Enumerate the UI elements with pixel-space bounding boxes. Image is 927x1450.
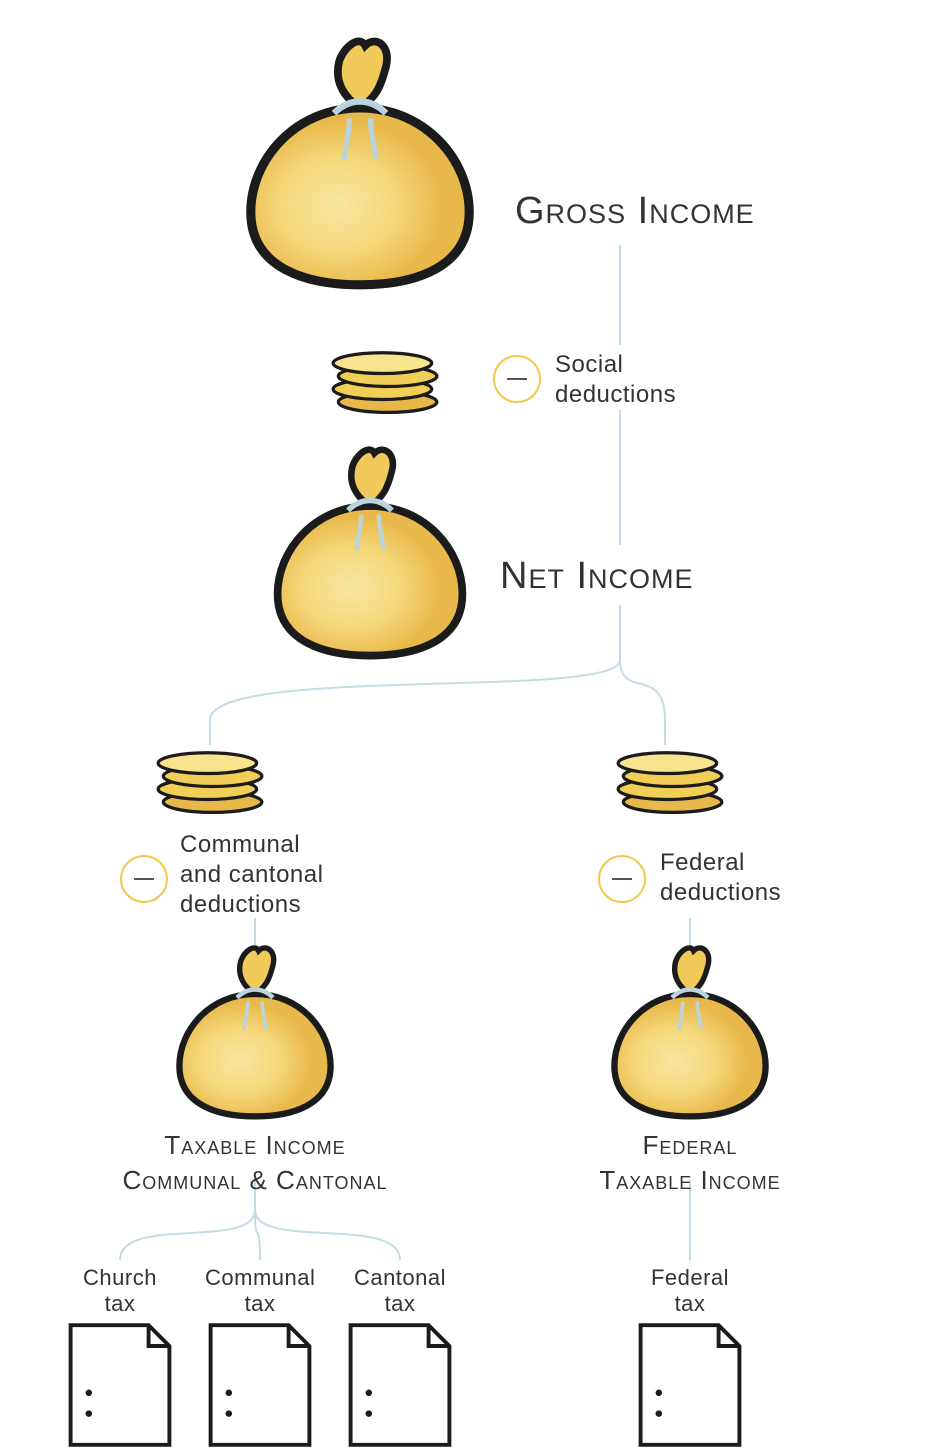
- heading-taxable-cc-line2: Communal & Cantonal: [122, 1165, 387, 1196]
- doclabel-communal-line1: Communal: [205, 1265, 315, 1290]
- heading-federal-line1: Federal: [643, 1130, 738, 1161]
- document-icon-cantonal: [345, 1320, 455, 1450]
- coin-stack-icon-federal: [605, 745, 735, 815]
- money-bag-icon-net: [260, 440, 480, 660]
- doclabel-church-line1: Church: [83, 1265, 157, 1290]
- doclabel-federal-line2: tax: [675, 1291, 706, 1316]
- label-federal-deductions: Federal deductions: [660, 848, 781, 908]
- doclabel-cantonal-line1: Cantonal: [354, 1265, 446, 1290]
- document-icon-communal: [205, 1320, 315, 1450]
- doclabel-cantonal: Cantonal tax: [345, 1265, 455, 1318]
- coin-stack-icon-social: [320, 345, 450, 415]
- heading-net-income: Net Income: [500, 555, 694, 598]
- doclabel-federal-line1: Federal: [651, 1265, 729, 1290]
- minus-icon-federal: [598, 855, 646, 903]
- label-communal-line3: deductions: [180, 891, 301, 918]
- label-social-line1: Social: [555, 351, 623, 378]
- doclabel-communal: Communal tax: [205, 1265, 315, 1318]
- doclabel-communal-line2: tax: [245, 1291, 276, 1316]
- doclabel-federal: Federal tax: [635, 1265, 745, 1318]
- label-communal-line1: Communal: [180, 831, 300, 858]
- minus-icon-communal: [120, 855, 168, 903]
- label-federal-line2: deductions: [660, 879, 781, 906]
- label-social-line2: deductions: [555, 381, 676, 408]
- document-icon-federal: [635, 1320, 745, 1450]
- label-communal-line2: and cantonal: [180, 861, 323, 888]
- document-icon-church: [65, 1320, 175, 1450]
- label-communal-deductions: Communal and cantonal deductions: [180, 830, 323, 920]
- doclabel-church-line2: tax: [105, 1291, 136, 1316]
- coin-stack-icon-communal: [145, 745, 275, 815]
- doclabel-church: Church tax: [65, 1265, 175, 1318]
- label-federal-line1: Federal: [660, 849, 745, 876]
- label-social-deductions: Social deductions: [555, 350, 676, 410]
- money-bag-icon-federal: [600, 940, 780, 1120]
- minus-icon-social: [493, 355, 541, 403]
- heading-federal-line2: Taxable Income: [599, 1165, 780, 1196]
- money-bag-icon-communal: [165, 940, 345, 1120]
- doclabel-cantonal-line2: tax: [385, 1291, 416, 1316]
- heading-gross-income: Gross Income: [515, 190, 755, 233]
- heading-taxable-cc-line1: Taxable Income: [164, 1130, 345, 1161]
- money-bag-icon-gross: [230, 30, 490, 290]
